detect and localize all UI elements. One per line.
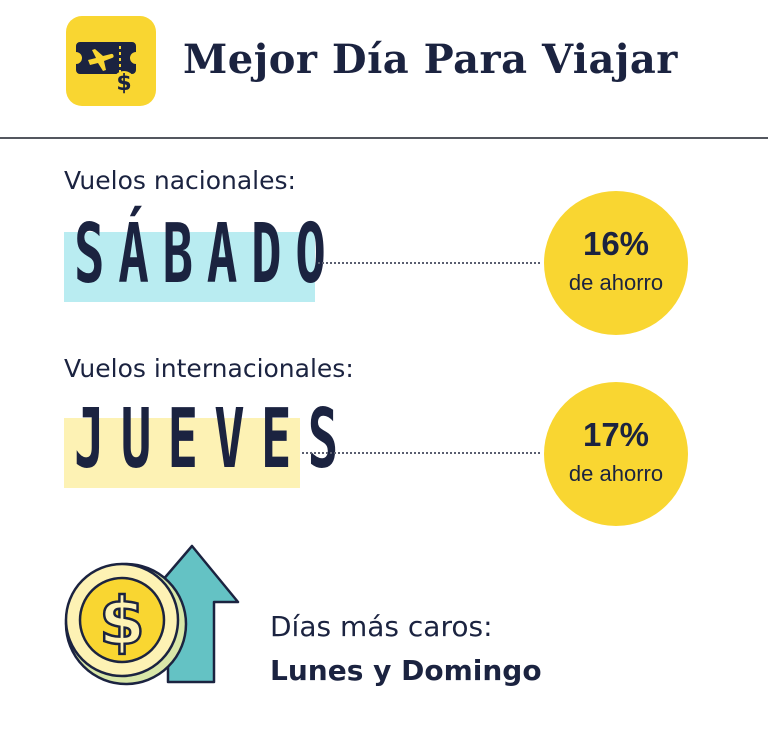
domestic-savings-label: de ahorro [568, 270, 664, 295]
international-dotted-leader [302, 452, 540, 454]
international-savings-badge: 17% de ahorro [544, 382, 688, 526]
header-divider [0, 137, 768, 139]
domestic-day-highlight [64, 232, 315, 302]
expensive-days-value: Lunes y Domingo [270, 654, 542, 687]
svg-text:$: $ [116, 71, 131, 96]
app-logo-icon: $ [66, 16, 156, 106]
domestic-label: Vuelos nacionales: [64, 166, 296, 195]
domestic-savings-percent: 16% [582, 225, 650, 262]
international-day-highlight [64, 418, 300, 488]
domestic-savings-badge: 16% de ahorro [544, 191, 688, 335]
domestic-day: SÁBADO [74, 207, 340, 302]
international-label: Vuelos internacionales: [64, 354, 354, 383]
dollar-coin-arrow-up-icon: $ [62, 540, 244, 690]
international-savings-percent: 17% [582, 416, 650, 453]
domestic-dotted-leader [318, 262, 540, 264]
international-savings-label: de ahorro [568, 461, 664, 486]
page-title: Mejor Día Para Viajar [183, 36, 678, 83]
svg-text:$: $ [99, 583, 145, 660]
international-day: JUEVES [74, 392, 355, 487]
expensive-days-label: Días más caros: [270, 610, 493, 643]
